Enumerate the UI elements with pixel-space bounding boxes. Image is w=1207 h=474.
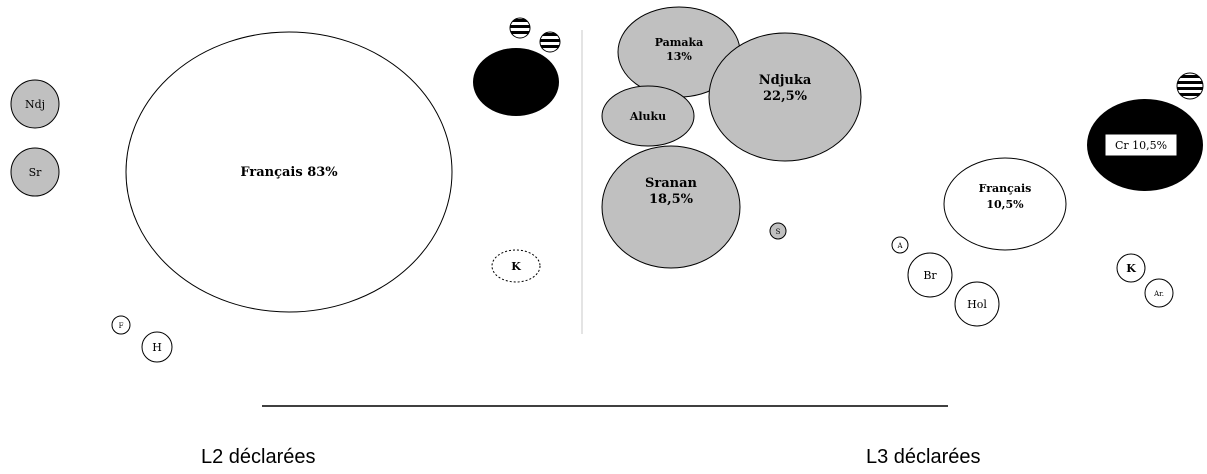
- l3-pamaka-name: Pamaka: [655, 36, 704, 49]
- l3-br-label: Br: [923, 269, 937, 282]
- l2-h-bubble: [141, 331, 173, 363]
- caption-l3: L3 déclarées: [866, 446, 981, 468]
- l3-ar-label: Ar.: [1153, 290, 1164, 298]
- l2-sr-label: Sr: [29, 166, 43, 179]
- l3-s-label: S: [776, 228, 781, 236]
- l3-sranan-pct: 18,5%: [649, 192, 694, 207]
- l2-panel: Ndj Sr Français 83% K F H: [10, 17, 561, 363]
- l2-f-label: F: [119, 322, 124, 330]
- l2-k-bubble: [491, 249, 541, 283]
- l3-ndjuka-name: Ndjuka: [759, 73, 812, 88]
- l3-creole-label-box: [1104, 133, 1178, 157]
- l3-pamaka-pct: 13%: [666, 50, 692, 63]
- l3-francais-pct: 10,5%: [986, 198, 1024, 211]
- l3-aluku-bubble: [601, 85, 695, 147]
- l3-hol-label: Hol: [967, 298, 987, 311]
- l2-black-bubble: [473, 48, 559, 116]
- l3-sranan-bubble: [601, 145, 741, 269]
- stripes-icon: [510, 19, 530, 34]
- l3-hol-bubble: [954, 281, 1000, 327]
- l3-a-label: A: [896, 242, 903, 250]
- l2-ndj-label: Ndj: [25, 98, 45, 111]
- l3-sranan-name: Sranan: [645, 176, 698, 191]
- l3-panel: Pamaka 13% Ndjuka 22,5% Aluku Sranan 18,…: [601, 6, 1204, 327]
- l2-francais-bubble: [125, 31, 453, 313]
- l3-k-bubble: [1116, 253, 1146, 283]
- l2-francais-label: Français 83%: [240, 165, 338, 180]
- l3-striped-bubble: [1176, 72, 1204, 100]
- l2-sr-bubble: [10, 147, 60, 197]
- l2-h-label: H: [152, 341, 162, 354]
- l2-ndj-bubble: [10, 79, 60, 129]
- l3-creole-label: Cr 10,5%: [1115, 139, 1167, 152]
- l3-ndjuka-bubble: [708, 32, 862, 162]
- l3-ndjuka-pct: 22,5%: [763, 89, 808, 104]
- stripes-icon: [540, 33, 560, 48]
- l3-aluku-label: Aluku: [629, 110, 666, 123]
- l3-a-bubble: [891, 236, 909, 254]
- caption-l2: L2 déclarées: [201, 446, 316, 468]
- l3-s-bubble: [769, 222, 787, 240]
- l3-francais-bubble: [943, 157, 1067, 251]
- l2-f-bubble: [111, 315, 131, 335]
- l3-ar-bubble: [1144, 278, 1174, 308]
- stripes-icon: [1177, 75, 1203, 96]
- l3-francais-name: Français: [979, 182, 1032, 195]
- l2-k-label: K: [511, 260, 521, 273]
- l3-br-bubble: [907, 252, 953, 298]
- l3-k-label: K: [1126, 262, 1136, 275]
